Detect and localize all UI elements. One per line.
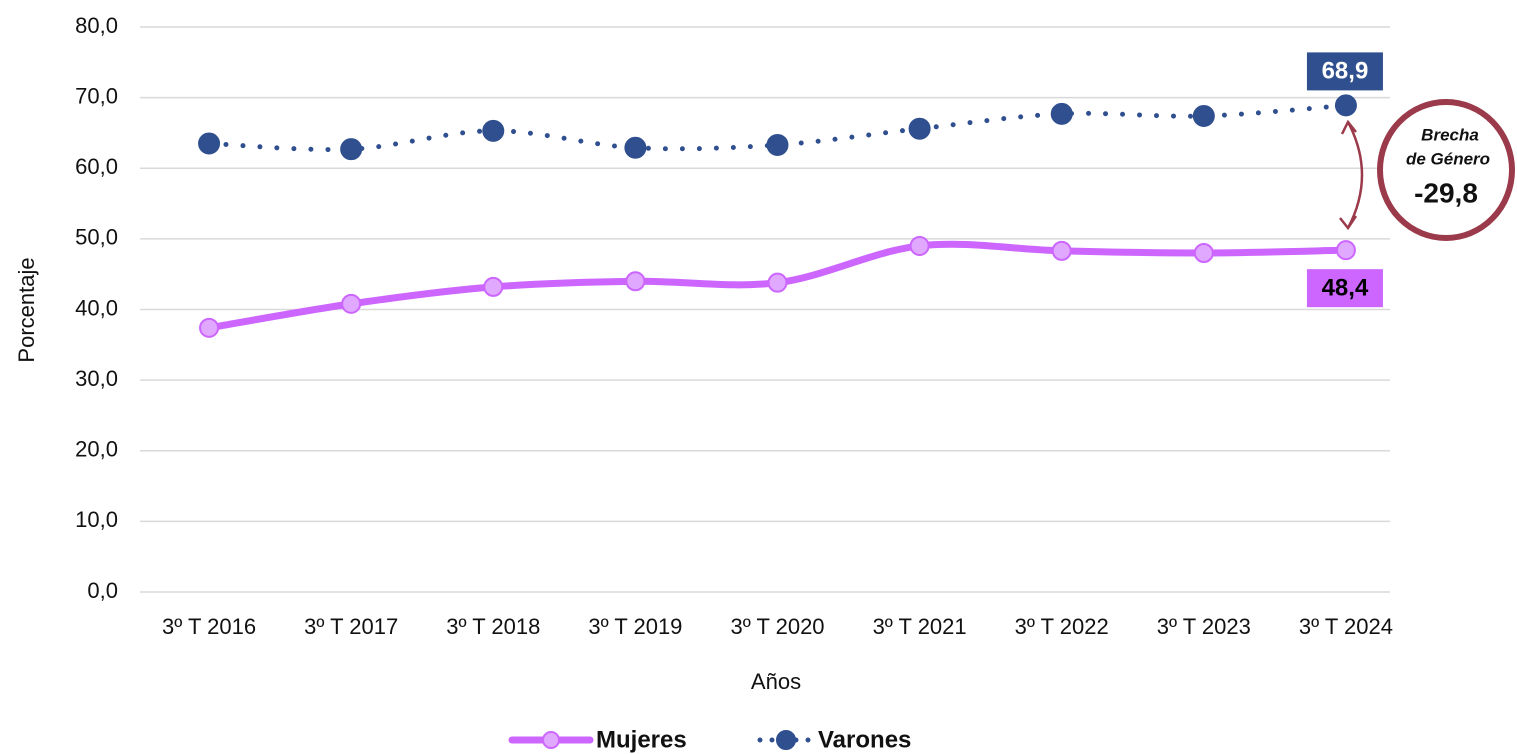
x-tick-label: 3º T 2018 xyxy=(446,614,540,639)
legend-marker xyxy=(542,731,560,749)
x-tick-label: 3º T 2016 xyxy=(162,614,256,639)
point xyxy=(199,317,220,338)
point xyxy=(624,136,647,159)
y-tick-label: 50,0 xyxy=(75,225,118,250)
x-tick-label: 3º T 2024 xyxy=(1299,614,1393,639)
y-tick-label: 40,0 xyxy=(75,295,118,320)
point xyxy=(1051,240,1072,261)
point xyxy=(198,132,221,155)
point xyxy=(483,276,504,297)
point xyxy=(482,119,505,142)
value-label-box xyxy=(1306,269,1383,308)
point xyxy=(1334,94,1357,117)
x-axis-label: Años xyxy=(751,669,801,694)
legend-label: Mujeres xyxy=(596,726,687,753)
point xyxy=(1193,243,1214,263)
legend-marker xyxy=(776,730,796,750)
x-tick-label: 3º T 2020 xyxy=(730,614,824,639)
point xyxy=(908,117,931,140)
point xyxy=(625,271,646,292)
x-tick-label: 3º T 2023 xyxy=(1157,614,1251,639)
annotation-text: de Género xyxy=(1406,149,1490,168)
point xyxy=(341,293,362,314)
point xyxy=(909,235,930,256)
value-label: 68,9 xyxy=(1322,58,1369,85)
x-tick-label: 3º T 2017 xyxy=(304,614,398,639)
gap-arrow xyxy=(1346,121,1364,229)
y-tick-label: 30,0 xyxy=(75,366,118,391)
y-tick-label: 60,0 xyxy=(75,154,118,179)
y-tick-label: 10,0 xyxy=(75,507,118,532)
point xyxy=(340,138,363,161)
annotation-value: -29,8 xyxy=(1414,177,1478,208)
y-axis-label: Porcentaje xyxy=(14,257,39,362)
x-tick-label: 3º T 2022 xyxy=(1015,614,1109,639)
value-label-box xyxy=(1306,52,1383,91)
value-label: 48,4 xyxy=(1322,275,1369,302)
point xyxy=(1335,240,1356,261)
y-tick-label: 20,0 xyxy=(75,437,118,462)
annotation-text: Brecha xyxy=(1421,125,1479,144)
x-tick-label: 3º T 2019 xyxy=(588,614,682,639)
point xyxy=(766,133,789,156)
y-tick-label: 80,0 xyxy=(75,13,118,38)
x-tick-label: 3º T 2021 xyxy=(873,614,967,639)
y-tick-label: 70,0 xyxy=(75,83,118,108)
arrow-head xyxy=(1339,119,1358,231)
y-tick-label: 0,0 xyxy=(87,578,118,603)
legend-label: Varones xyxy=(818,726,911,753)
series-line xyxy=(206,102,1349,153)
annotation-circle xyxy=(1377,99,1515,241)
point xyxy=(1192,104,1215,127)
point xyxy=(767,272,788,293)
point xyxy=(1050,102,1073,125)
